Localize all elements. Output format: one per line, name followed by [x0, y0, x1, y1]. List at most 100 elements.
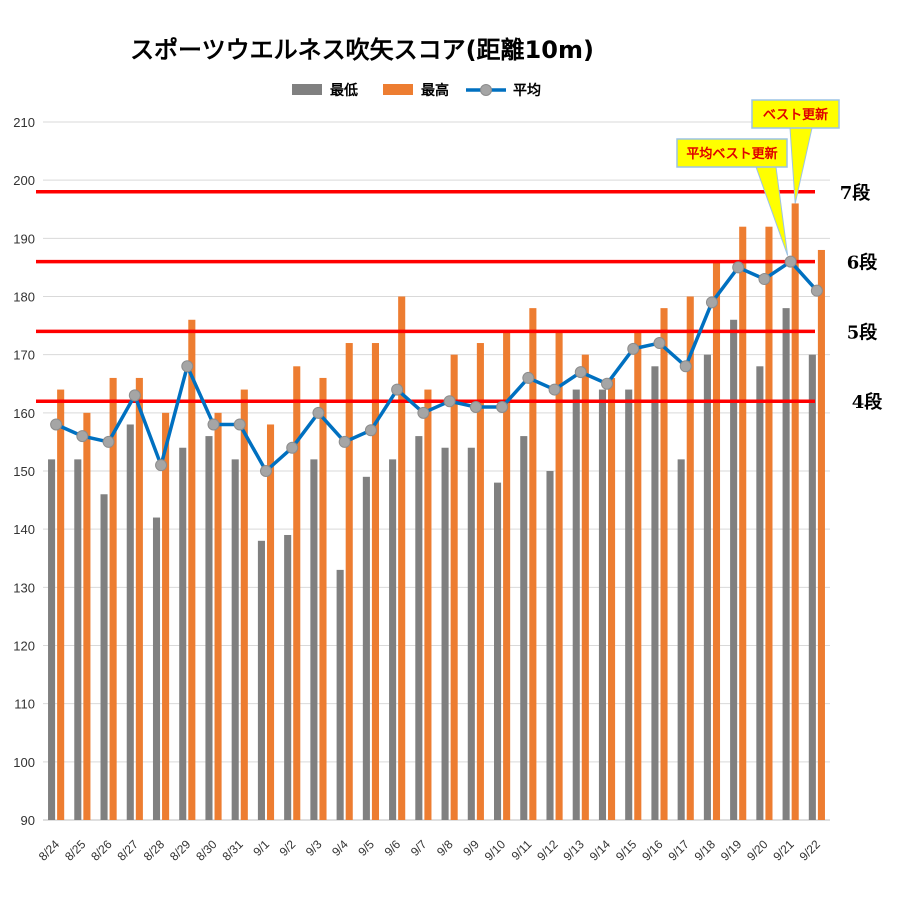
- gridlines: [43, 121, 830, 821]
- x-tick-label: 9/17: [665, 837, 692, 864]
- bars: [48, 203, 825, 821]
- x-tick-label: 9/13: [560, 837, 587, 864]
- bar-low: [126, 424, 134, 820]
- bar-high: [135, 377, 143, 820]
- bar-high: [555, 331, 563, 820]
- x-tick-label: 9/7: [408, 837, 430, 859]
- bar-low: [808, 354, 816, 820]
- legend-swatch-high: [383, 84, 413, 95]
- bar-low: [152, 517, 161, 820]
- bar-high: [476, 343, 484, 820]
- bar-high: [398, 296, 406, 820]
- average-point: [443, 395, 456, 408]
- legend-swatch-average-marker: [480, 84, 492, 96]
- y-tick-label: 90: [21, 813, 35, 828]
- bar-high: [214, 412, 222, 820]
- x-tick-label: 9/19: [718, 837, 745, 864]
- average-point: [810, 284, 823, 297]
- average-point: [522, 371, 535, 384]
- x-tick-label: 9/12: [534, 837, 561, 864]
- bar-low: [494, 482, 502, 820]
- y-axis: 90 100 110 120 130 140 150 160 170 180 190 200 210: [13, 115, 35, 828]
- bar-low: [179, 447, 187, 820]
- bar-high: [266, 424, 275, 820]
- bar-low: [48, 459, 56, 820]
- bar-high: [57, 389, 65, 820]
- y-tick-label: 100: [13, 755, 35, 770]
- x-tick-label: 9/9: [460, 837, 482, 859]
- bar-high: [450, 354, 458, 820]
- average-point: [181, 360, 194, 373]
- bar-high: [162, 412, 170, 820]
- x-tick-label: 8/25: [62, 837, 89, 864]
- average-point: [391, 383, 404, 396]
- legend-label-high: 最高: [421, 82, 449, 99]
- bar-low: [74, 459, 82, 820]
- x-tick-label: 9/18: [692, 837, 719, 864]
- average-point: [627, 342, 640, 355]
- bar-high: [503, 331, 511, 820]
- average-point: [338, 435, 351, 448]
- bar-high: [739, 226, 747, 820]
- bar-low: [415, 436, 423, 820]
- x-tick-label: 9/5: [355, 837, 377, 859]
- y-tick-label: 130: [13, 580, 35, 595]
- bar-high: [581, 354, 589, 820]
- legend-label-low: 最低: [330, 82, 358, 99]
- annotation-best-box: [751, 99, 840, 129]
- bar-high: [817, 249, 825, 820]
- x-tick-label: 8/27: [115, 837, 142, 864]
- bar-high: [712, 261, 721, 821]
- annotation-average-best-box: [676, 138, 788, 168]
- y-tick-label: 210: [13, 115, 35, 130]
- y-tick-label: 200: [13, 173, 35, 188]
- average-point: [548, 383, 561, 396]
- average-point: [653, 337, 666, 350]
- bar-low: [467, 447, 475, 820]
- y-tick-label: 140: [13, 522, 35, 537]
- average-point: [469, 401, 482, 414]
- average-point: [784, 255, 797, 268]
- legend-swatch-low: [292, 84, 322, 95]
- bar-high: [345, 343, 353, 820]
- bar-low: [730, 319, 738, 820]
- reference-line-label: 6段: [847, 252, 879, 274]
- x-tick-label: 9/21: [770, 837, 797, 864]
- x-tick-label: 9/4: [329, 837, 351, 859]
- bar-low: [310, 459, 318, 820]
- bar-low: [362, 476, 370, 820]
- bar-low: [756, 366, 764, 820]
- bar-high: [188, 319, 196, 820]
- bar-high: [660, 308, 668, 820]
- bar-low: [389, 459, 397, 820]
- x-tick-label: 9/10: [482, 837, 509, 864]
- y-tick-label: 190: [13, 231, 35, 246]
- annotation-average-best-text: 平均ベスト更新: [686, 146, 777, 162]
- bar-low: [336, 569, 344, 820]
- x-tick-label: 9/14: [587, 837, 614, 864]
- chart-title: スポーツウエルネス吹矢スコア(距離10m): [130, 36, 594, 64]
- bar-low: [100, 494, 108, 820]
- average-point: [207, 418, 220, 431]
- bar-low: [651, 366, 659, 820]
- x-tick-label: 9/11: [509, 837, 535, 863]
- x-tick-label: 8/29: [167, 837, 194, 864]
- x-tick-label: 8/26: [88, 837, 115, 864]
- x-tick-label: 9/20: [744, 837, 771, 864]
- bar-low: [284, 534, 292, 820]
- y-tick-label: 120: [13, 639, 35, 654]
- y-tick-label: 150: [13, 464, 35, 479]
- reference-lines: 4段 5段 6段 7段: [36, 182, 883, 413]
- x-tick-label: 9/8: [434, 837, 456, 859]
- bar-low: [441, 447, 449, 820]
- bar-high: [371, 343, 379, 820]
- legend-label-average: 平均: [513, 82, 541, 99]
- average-point: [496, 401, 509, 414]
- bar-high: [634, 331, 642, 820]
- annotations: 平均ベスト更新 ベスト更新: [676, 99, 840, 256]
- average-series-line: [55, 259, 819, 473]
- bar-low: [572, 389, 580, 820]
- average-point: [758, 273, 771, 286]
- bar-high: [529, 308, 537, 820]
- average-point: [732, 261, 745, 274]
